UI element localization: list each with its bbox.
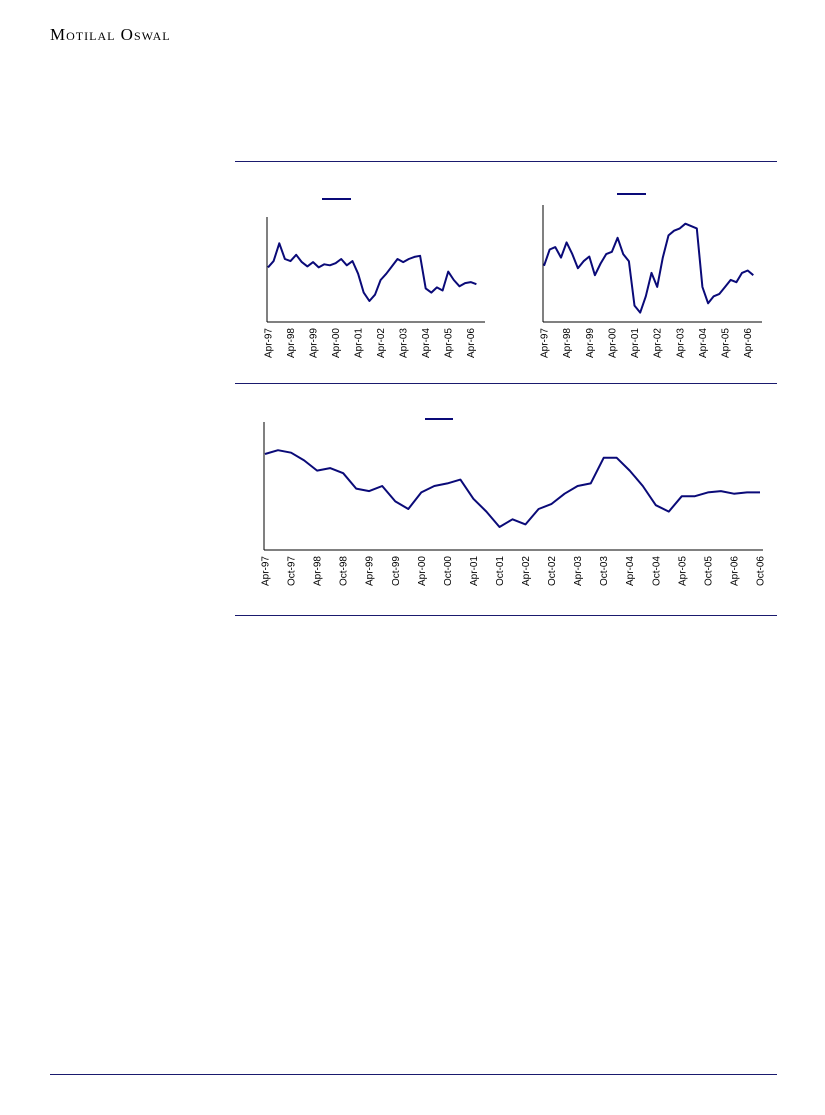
x-tick-label: Apr-01	[469, 556, 480, 586]
x-tick-label: Apr-98	[286, 328, 297, 358]
x-tick-label: Oct-01	[495, 556, 506, 586]
x-tick-label: Apr-00	[607, 328, 618, 358]
x-tick-label: Apr-03	[675, 328, 686, 358]
x-tick-label: Apr-98	[313, 556, 324, 586]
x-tick-label: Oct-98	[339, 556, 350, 586]
x-tick-label: Oct-04	[651, 556, 662, 586]
x-tick-label: Apr-05	[677, 556, 688, 586]
x-tick-label: Apr-06	[466, 328, 477, 358]
x-tick-label: Apr-98	[562, 328, 573, 358]
x-tick-label: Apr-01	[354, 328, 365, 358]
x-tick-label: Apr-99	[585, 328, 596, 358]
x-tick-label: Apr-97	[261, 556, 272, 586]
x-tick-label: Apr-99	[365, 556, 376, 586]
x-tick-label: Apr-01	[630, 328, 641, 358]
x-tick-label: Apr-02	[653, 328, 664, 358]
x-tick-label: Oct-06	[756, 556, 767, 586]
header-title: Motilal Oswal	[50, 25, 171, 44]
x-tick-label: Apr-03	[573, 556, 584, 586]
x-tick-label: Apr-97	[540, 328, 551, 358]
x-tick-label: Oct-05	[703, 556, 714, 586]
x-tick-label: Oct-03	[599, 556, 610, 586]
x-tick-label: Apr-00	[331, 328, 342, 358]
x-tick-label: Apr-99	[309, 328, 320, 358]
series-line	[267, 242, 477, 302]
x-tick-label: Apr-06	[743, 328, 754, 358]
x-tick-label: Apr-02	[521, 556, 532, 586]
x-tick-label: Apr-04	[698, 328, 709, 358]
x-tick-label: Oct-02	[547, 556, 558, 586]
x-tick-label: Apr-05	[444, 328, 455, 358]
series-line	[543, 222, 754, 314]
x-tick-label: Apr-05	[721, 328, 732, 358]
x-tick-label: Oct-99	[391, 556, 402, 586]
x-tick-label: Apr-02	[376, 328, 387, 358]
x-tick-label: Apr-00	[417, 556, 428, 586]
x-tick-label: Apr-04	[625, 556, 636, 586]
x-tick-label: Apr-04	[421, 328, 432, 358]
series-line	[264, 449, 760, 528]
x-tick-label: Apr-06	[729, 556, 740, 586]
x-tick-label: Apr-03	[399, 328, 410, 358]
x-tick-label: Apr-97	[264, 328, 275, 358]
x-tick-label: Oct-00	[443, 556, 454, 586]
x-tick-label: Oct-97	[287, 556, 298, 586]
